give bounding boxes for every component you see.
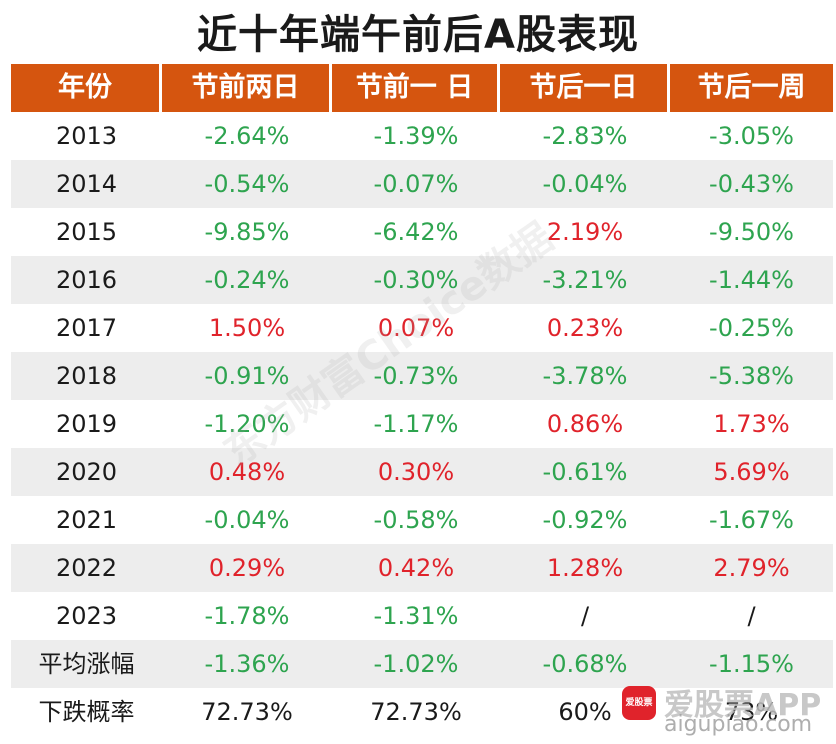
row-label: 2017 xyxy=(55,314,118,342)
value-cell: -9.85% xyxy=(204,218,290,246)
value-cell: -0.07% xyxy=(373,170,459,198)
value-cell: -1.17% xyxy=(373,410,459,438)
value-cell: / xyxy=(580,602,590,630)
value-cell: 0.42% xyxy=(377,554,455,582)
value-cell: 0.86% xyxy=(546,410,624,438)
row-label: 2016 xyxy=(55,266,118,294)
value-cell: -1.44% xyxy=(709,266,794,294)
value-cell: -0.61% xyxy=(542,458,628,486)
value-cell: -0.24% xyxy=(204,266,290,294)
value-cell: -1.67% xyxy=(709,506,794,534)
table-row: 平均涨幅 -1.36% -1.02% -0.68% -1.15% xyxy=(11,640,833,688)
app-handle: aigupiao.com xyxy=(664,712,813,737)
header-one-day-after: 节后一日 xyxy=(500,64,670,112)
value-cell: 1.73% xyxy=(713,410,790,438)
table-row: 2020 0.48% 0.30% -0.61% 5.69% xyxy=(11,448,833,496)
value-cell: -2.64% xyxy=(204,122,290,150)
row-label: 下跌概率 xyxy=(38,698,135,726)
value-cell: 73% xyxy=(724,698,779,726)
value-cell: -1.36% xyxy=(204,650,290,678)
table-row: 下跌概率 72.73% 72.73% 60% 73% xyxy=(11,688,833,736)
table-body: 2013 -2.64% -1.39% -2.83% -3.05% 2014 -0.54% -0… xyxy=(11,112,833,736)
value-cell: -0.25% xyxy=(709,314,794,342)
value-cell: -1.78% xyxy=(204,602,290,630)
value-cell: -2.83% xyxy=(542,122,628,150)
table-row: 2023 -1.78% -1.31% / / xyxy=(11,592,833,640)
table-row: 2018 -0.91% -0.73% -3.78% -5.38% xyxy=(11,352,833,400)
value-cell: -0.92% xyxy=(542,506,628,534)
row-label: 2014 xyxy=(55,170,118,198)
row-label: 2020 xyxy=(55,458,118,486)
value-cell: 0.29% xyxy=(208,554,286,582)
table-row: 2021 -0.04% -0.58% -0.92% -1.67% xyxy=(11,496,833,544)
value-cell: -0.68% xyxy=(542,650,628,678)
page-title: 近十年端午前后A股表现 xyxy=(197,12,639,58)
value-cell: -0.91% xyxy=(204,362,290,390)
value-cell: 1.50% xyxy=(208,314,286,342)
value-cell: 0.48% xyxy=(208,458,286,486)
row-label: 2015 xyxy=(55,218,118,246)
row-label: 2013 xyxy=(55,122,118,150)
value-cell: 60% xyxy=(558,698,612,726)
row-label: 2018 xyxy=(55,362,118,390)
value-cell: 5.69% xyxy=(713,458,790,486)
value-cell: -9.50% xyxy=(709,218,794,246)
value-cell: 0.07% xyxy=(377,314,455,342)
value-cell: 2.19% xyxy=(546,218,624,246)
value-cell: -3.05% xyxy=(709,122,794,150)
value-cell: -6.42% xyxy=(373,218,459,246)
value-cell: -0.73% xyxy=(373,362,459,390)
value-cell: -0.43% xyxy=(709,170,794,198)
table-row: 2022 0.29% 0.42% 1.28% 2.79% xyxy=(11,544,833,592)
header-two-days-before: 节前两日 xyxy=(162,64,332,112)
value-cell: -0.04% xyxy=(204,506,290,534)
table-row: 2016 -0.24% -0.30% -3.21% -1.44% xyxy=(11,256,833,304)
row-label: 2023 xyxy=(55,602,118,630)
performance-table: 年份 节前两日 节前一 日 节后一日 节后一周 2013 -2.64% -1.39%… xyxy=(11,64,833,736)
header-one-week-after: 节后一周 xyxy=(697,72,806,103)
header-year: 年份 xyxy=(11,64,162,112)
app-logo-icon: 爱股票 xyxy=(622,686,656,720)
value-cell: 2.79% xyxy=(713,554,790,582)
value-cell: -1.20% xyxy=(204,410,290,438)
value-cell: -1.02% xyxy=(373,650,459,678)
value-cell: -3.78% xyxy=(542,362,628,390)
header-one-day-before: 节前一 日 xyxy=(332,64,500,112)
table-row: 2013 -2.64% -1.39% -2.83% -3.05% xyxy=(11,112,833,160)
value-cell: -0.04% xyxy=(542,170,628,198)
table-row: 2017 1.50% 0.07% 0.23% -0.25% xyxy=(11,304,833,352)
table-row: 2019 -1.20% -1.17% 0.86% 1.73% xyxy=(11,400,833,448)
row-label: 平均涨幅 xyxy=(38,650,135,678)
value-cell: -1.31% xyxy=(373,602,459,630)
app-name: 爱股票APP xyxy=(664,688,822,723)
value-cell: -1.15% xyxy=(709,650,794,678)
value-cell: -0.30% xyxy=(373,266,459,294)
table-row: 2015 -9.85% -6.42% 2.19% -9.50% xyxy=(11,208,833,256)
value-cell: 1.28% xyxy=(546,554,624,582)
value-cell: -0.54% xyxy=(204,170,290,198)
value-cell: -3.21% xyxy=(542,266,628,294)
row-label: 2019 xyxy=(55,410,118,438)
value-cell: 0.23% xyxy=(546,314,624,342)
value-cell: 72.73% xyxy=(370,698,462,726)
row-label: 2022 xyxy=(55,554,118,582)
value-cell: 72.73% xyxy=(201,698,293,726)
row-label: 2021 xyxy=(55,506,118,534)
value-cell: -5.38% xyxy=(709,362,794,390)
value-cell: -1.39% xyxy=(373,122,459,150)
value-cell: / xyxy=(747,602,756,630)
table-header: 年份 节前两日 节前一 日 节后一日 节后一周 xyxy=(11,64,833,112)
table-row: 2014 -0.54% -0.07% -0.04% -0.43% xyxy=(11,160,833,208)
value-cell: 0.30% xyxy=(377,458,455,486)
value-cell: -0.58% xyxy=(373,506,459,534)
